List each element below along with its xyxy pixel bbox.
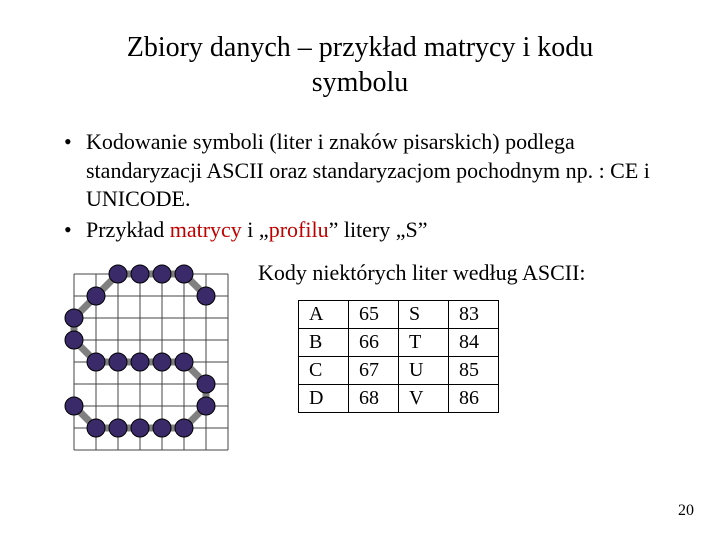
title-line-2: symbolu	[312, 67, 408, 98]
bullet-1: Kodowanie symboli (liter i znaków pisars…	[60, 128, 660, 214]
table-cell: S	[399, 301, 449, 329]
matrix-diagram	[60, 260, 240, 465]
bullet-2-red-1: matrycy	[170, 217, 242, 242]
matrix-svg	[60, 260, 240, 460]
bullet-2-red-2: profilu	[269, 217, 329, 242]
table-cell: 85	[449, 357, 499, 385]
ascii-table: A65S83B66T84C67U85D68V86	[298, 300, 499, 413]
table-cell: 66	[349, 329, 399, 357]
bullet-1-text: Kodowanie symboli (liter i znaków pisars…	[86, 129, 650, 211]
table-row: C67U85	[299, 357, 499, 385]
page-number: 20	[678, 502, 694, 520]
title-line-1: Zbiory danych – przykład matrycy i kodu	[127, 32, 594, 63]
table-cell: A	[299, 301, 349, 329]
lower-row: Kody niektórych liter według ASCII: A65S…	[60, 260, 660, 465]
table-row: D68V86	[299, 385, 499, 413]
table-cell: V	[399, 385, 449, 413]
table-cell: 86	[449, 385, 499, 413]
bullet-2-pre: Przykład	[86, 217, 170, 242]
table-cell: 67	[349, 357, 399, 385]
bullet-2-post: ” litery „S”	[329, 217, 428, 242]
page-title: Zbiory danych – przykład matrycy i kodu …	[60, 30, 660, 100]
table-cell: 84	[449, 329, 499, 357]
table-cell: 83	[449, 301, 499, 329]
table-cell: C	[299, 357, 349, 385]
table-cell: T	[399, 329, 449, 357]
bullet-2-mid: i „	[242, 217, 269, 242]
bullet-list: Kodowanie symboli (liter i znaków pisars…	[60, 128, 660, 244]
bullet-2: Przykład matrycy i „profilu” litery „S”	[60, 216, 660, 245]
ascii-subhead: Kody niektórych liter według ASCII:	[258, 260, 660, 286]
table-cell: 68	[349, 385, 399, 413]
table-cell: 65	[349, 301, 399, 329]
table-cell: B	[299, 329, 349, 357]
table-cell: U	[399, 357, 449, 385]
table-row: B66T84	[299, 329, 499, 357]
right-column: Kody niektórych liter według ASCII: A65S…	[258, 260, 660, 413]
table-row: A65S83	[299, 301, 499, 329]
table-cell: D	[299, 385, 349, 413]
